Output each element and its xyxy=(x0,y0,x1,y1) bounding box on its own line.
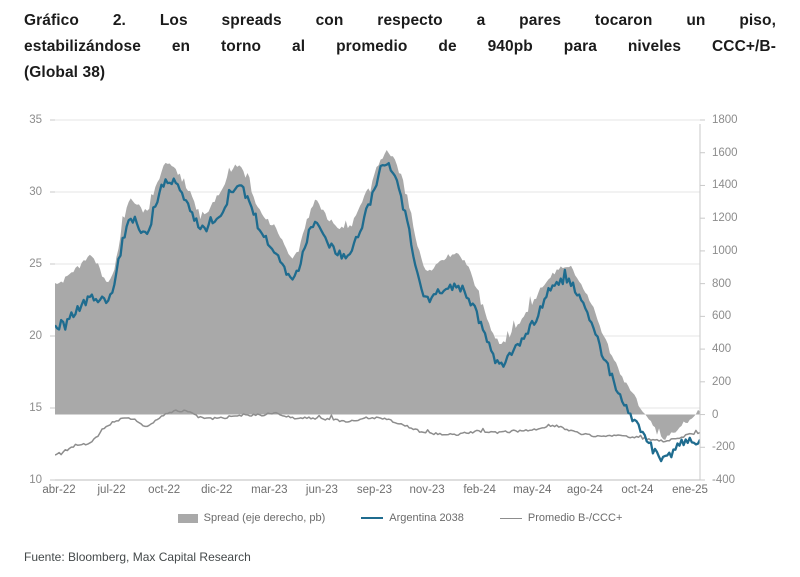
legend-item-promedio[interactable]: Promedio B-/CCC+ xyxy=(499,512,623,524)
right-axis-tick: 600 xyxy=(712,310,732,323)
left-axis-tick: 15 xyxy=(29,402,42,414)
x-axis-tick: mar-23 xyxy=(251,484,288,496)
legend-label-spread: Spread (eje derecho, pb) xyxy=(203,512,326,524)
x-axis-tick: jul-22 xyxy=(97,484,126,496)
left-axis-tick: 25 xyxy=(29,258,42,270)
x-axis-tick: ene-25 xyxy=(672,484,708,496)
right-axis-tick: 1800 xyxy=(712,114,738,126)
area-swatch-icon xyxy=(177,513,198,523)
plot-svg xyxy=(50,119,705,481)
x-axis-tick: nov-23 xyxy=(409,484,445,496)
x-axis-tick: oct-24 xyxy=(621,484,654,496)
right-axis-tick: 400 xyxy=(712,343,732,356)
x-axis-tick: abr-22 xyxy=(42,484,76,496)
x-axis-tick: may-24 xyxy=(513,484,552,496)
right-axis-tick: 0 xyxy=(712,408,719,421)
left-axis-tick: 10 xyxy=(29,474,42,486)
legend-item-argentina-2038[interactable]: Argentina 2038 xyxy=(361,512,464,524)
x-axis-tick: sep-23 xyxy=(356,484,393,496)
x-axis-tick: feb-24 xyxy=(463,484,496,496)
right-axis-tick: 1400 xyxy=(712,179,738,192)
series-promedio-line xyxy=(55,409,700,456)
x-axis-tick: jun-23 xyxy=(305,484,338,496)
right-axis-tick: 1000 xyxy=(712,244,738,257)
chart-title-line-1: Gráfico 2. Los spreads con respecto a pa… xyxy=(24,12,776,29)
plot-area: 10 15 20 25 30 35 -400 -200 0 200 400 600 800 1000 12… xyxy=(0,112,800,496)
left-axis-tick: 35 xyxy=(29,114,42,126)
chart-legend: Spread (eje derecho, pb) Argentina 2038 … xyxy=(0,505,800,531)
right-axis-tick: -200 xyxy=(712,441,736,454)
right-axis-tick: 200 xyxy=(712,375,732,388)
source-note: Fuente: Bloomberg, Max Capital Research xyxy=(24,550,251,564)
chart-title-line-3: (Global 38) xyxy=(24,64,106,81)
line-swatch-icon xyxy=(361,517,384,519)
right-axis-tick: 800 xyxy=(712,277,732,290)
legend-item-spread[interactable]: Spread (eje derecho, pb) xyxy=(177,512,326,524)
series-spread-area xyxy=(55,149,700,440)
left-axis-tick: 30 xyxy=(29,186,42,198)
left-axis-tick: 20 xyxy=(29,330,42,342)
right-axis-tick: 1200 xyxy=(712,212,738,225)
legend-label-argentina-2038: Argentina 2038 xyxy=(389,512,464,524)
x-axis-tick: ago-24 xyxy=(566,484,603,496)
chart-title: Gráfico 2. Los spreads con respecto a pa… xyxy=(24,8,776,86)
right-axis-tick: 1600 xyxy=(712,146,738,159)
line-swatch-icon xyxy=(499,517,522,519)
x-axis-tick: dic-22 xyxy=(201,484,233,496)
x-axis-tick: oct-22 xyxy=(148,484,181,496)
right-axis-tick: -400 xyxy=(712,474,736,486)
series-argentina-line xyxy=(55,162,700,463)
chart-title-line-2: estabilizándose en torno al promedio de … xyxy=(24,38,776,55)
legend-label-promedio: Promedio B-/CCC+ xyxy=(527,512,623,524)
axis-tick-marks xyxy=(50,119,705,481)
